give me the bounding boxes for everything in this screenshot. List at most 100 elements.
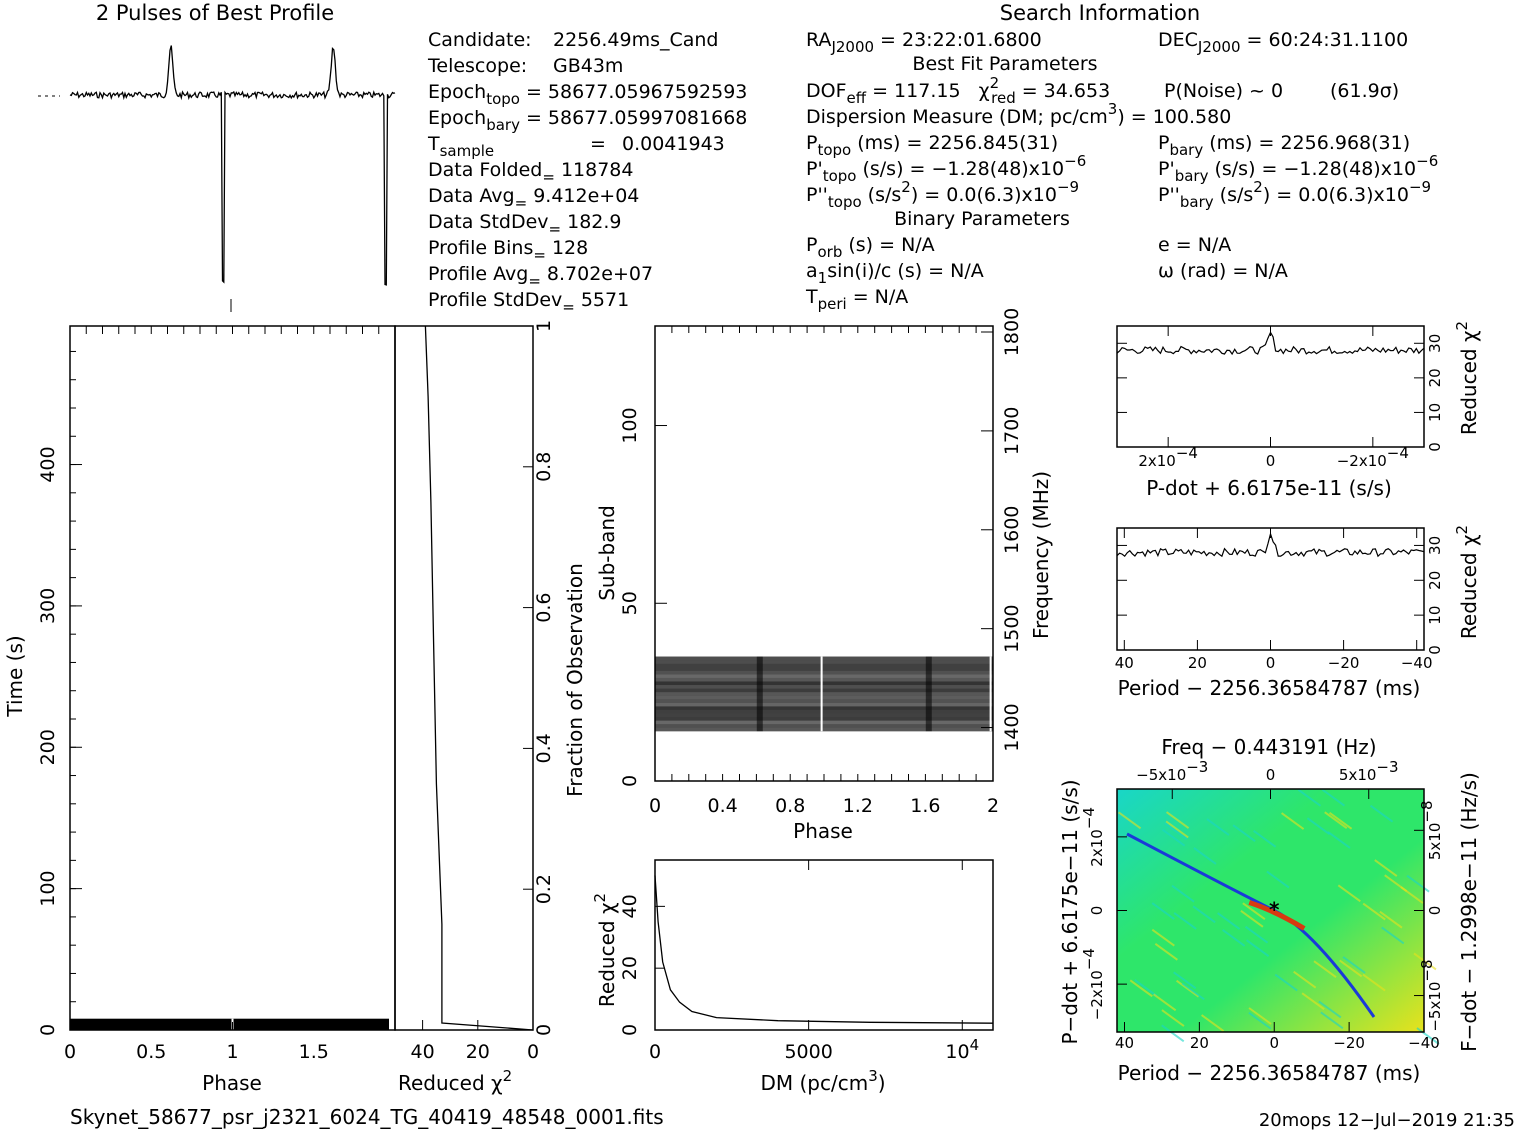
- pp-streak: [1369, 804, 1394, 823]
- pp-streak: [1176, 979, 1200, 998]
- period-chi-xtick: −20: [1328, 654, 1360, 672]
- porb-line: Porb (s) = N/A: [806, 234, 935, 261]
- chi-value: = 34.653: [1022, 80, 1110, 102]
- dec-value: = 60:24:31.1100: [1247, 29, 1409, 51]
- dm-ytick: 20: [619, 956, 641, 980]
- pp-streak: [1253, 830, 1277, 848]
- info-row: Data StdDev= 182.9: [428, 211, 622, 238]
- period-chi-ytick: 10: [1426, 606, 1444, 625]
- info-row: Profile Bins= 128: [428, 237, 588, 264]
- subband-row: [655, 685, 993, 689]
- pp-streak: [1240, 910, 1264, 928]
- subband-xtick: 0.4: [707, 795, 737, 817]
- pp-xtick: 20: [1190, 1034, 1209, 1052]
- pp-streak: [1193, 847, 1217, 865]
- dm-xtick: 104: [945, 1036, 979, 1063]
- dm-value: ) = 100.580: [1117, 106, 1231, 128]
- pp-streak: [1400, 886, 1424, 904]
- pp-streak: [1374, 859, 1398, 877]
- search-info-heading: Search Information: [1000, 1, 1200, 25]
- dof-label: DOF: [806, 80, 847, 102]
- pp-top-tick: 5x10−3: [1339, 758, 1399, 784]
- profile-title: 2 Pulses of Best Profile: [96, 1, 334, 25]
- subband-row: [655, 709, 993, 714]
- subband-ytick: 50: [619, 591, 641, 615]
- time-phase-ytick: 400: [37, 446, 59, 482]
- profile-line: [69, 45, 396, 286]
- fraction-tick: 0.2: [533, 874, 555, 904]
- time-phase-ytick: 300: [37, 588, 59, 624]
- chi-time-xtick: 20: [466, 1041, 490, 1063]
- chi-sub: red: [991, 89, 1016, 107]
- dm-curve: [654, 875, 994, 1024]
- pp-streak: [1164, 822, 1188, 840]
- pp-streak: [1151, 902, 1175, 920]
- time-phase-ylabel: Time (s): [3, 635, 27, 717]
- a1-line: a1sin(i)/c (s) = N/A: [806, 260, 984, 287]
- pp-streak: [1117, 811, 1142, 830]
- period-chi-xtick: −40: [1401, 654, 1433, 672]
- pp-streak: [1306, 817, 1331, 835]
- pp-streak: [1362, 973, 1386, 992]
- pdot-chi-ylabel: Reduced χ2: [1453, 321, 1481, 435]
- pp-streak: [1293, 970, 1317, 989]
- info-row: Telescope: GB43m: [427, 55, 623, 77]
- pdot-chi-ytick: 0: [1426, 442, 1444, 452]
- subband-row: [655, 670, 993, 675]
- pp-streak: [1246, 939, 1270, 958]
- pp-ytick: 0: [1088, 906, 1106, 916]
- pp-top-tick: −5x10−3: [1136, 758, 1208, 784]
- pp-streak: [1329, 812, 1353, 830]
- sigma: (61.9σ): [1330, 80, 1399, 102]
- chi-time-xtick: 40: [411, 1041, 435, 1063]
- pp-streak: [1129, 979, 1153, 998]
- pp-streak: [1248, 1007, 1272, 1025]
- pp-ylabel: P−dot + 6.6175e−11 (s/s): [1058, 779, 1082, 1044]
- pp-streak: [1154, 942, 1178, 961]
- time-phase-ytick: 200: [37, 729, 59, 765]
- pp-streak: [1173, 912, 1197, 930]
- pp-streak: [1206, 818, 1230, 836]
- subband-ytick: 100: [619, 407, 641, 443]
- subband-row: [655, 663, 993, 668]
- period-chi-ytick: 0: [1426, 645, 1444, 655]
- pp-streak: [1381, 926, 1405, 945]
- pp-streak: [1318, 1000, 1342, 1019]
- ra-line: RAJ2000 = 23:22:01.6800: [806, 29, 1042, 56]
- info-row: Profile StdDev= 5571: [428, 289, 629, 316]
- subband-xtick: 2: [987, 795, 999, 817]
- pp-streak: [1200, 1014, 1225, 1032]
- subband-row: [655, 692, 993, 696]
- dm-xlabel: DM (pc/cm3): [760, 1067, 885, 1095]
- pp-streak: [1327, 831, 1351, 849]
- pp-streak: [1232, 824, 1256, 842]
- pp-streak: [1339, 959, 1363, 978]
- pdot-chi-xtick: 2x10−4: [1138, 444, 1198, 470]
- info-row: Data Avg= 9.412e+04: [428, 185, 639, 212]
- pp-streak: [1342, 956, 1366, 974]
- pp-streak: [1324, 811, 1348, 829]
- pp-streak: [1379, 910, 1403, 929]
- pdbary-line: P'bary (s/s) = −1.28(48)x10−6: [1158, 152, 1438, 185]
- dm-sup: 3: [1108, 100, 1118, 118]
- subband-row: [655, 688, 993, 693]
- period-chi-frame: [1116, 527, 1425, 651]
- dec-sub: J2000: [1197, 38, 1241, 56]
- period-chi-ylabel: Reduced χ2: [1453, 525, 1481, 639]
- pbary-line: Pbary (ms) = 2256.968(31): [1158, 132, 1410, 159]
- chi-vs-dm-plot: 0 5000 104 0 20 40: [619, 859, 994, 1063]
- pp-streak: [1321, 788, 1346, 807]
- pp-streak: [1151, 928, 1175, 947]
- pp-streak: [1153, 993, 1177, 1012]
- chi-vs-time-plot: 40 20 0 0 0.2 0.4 0.6 0.8 1: [394, 320, 555, 1063]
- pp-streak: [1297, 789, 1322, 807]
- period-chi-xtick: 0: [1266, 654, 1276, 672]
- fraction-tick: 0: [533, 1024, 555, 1036]
- period-pdot-map: * 40 20 0 −20 −40 −5x10−3 0 5x10−3 −2x10−4 0 2x10−4…: [1080, 758, 1444, 1052]
- subband-row: [655, 699, 993, 703]
- fraction-tick: 0.4: [533, 733, 555, 763]
- pp-xtick: 40: [1115, 1034, 1134, 1052]
- time-phase-ytick: 100: [37, 871, 59, 907]
- pp-streak: [1266, 870, 1290, 889]
